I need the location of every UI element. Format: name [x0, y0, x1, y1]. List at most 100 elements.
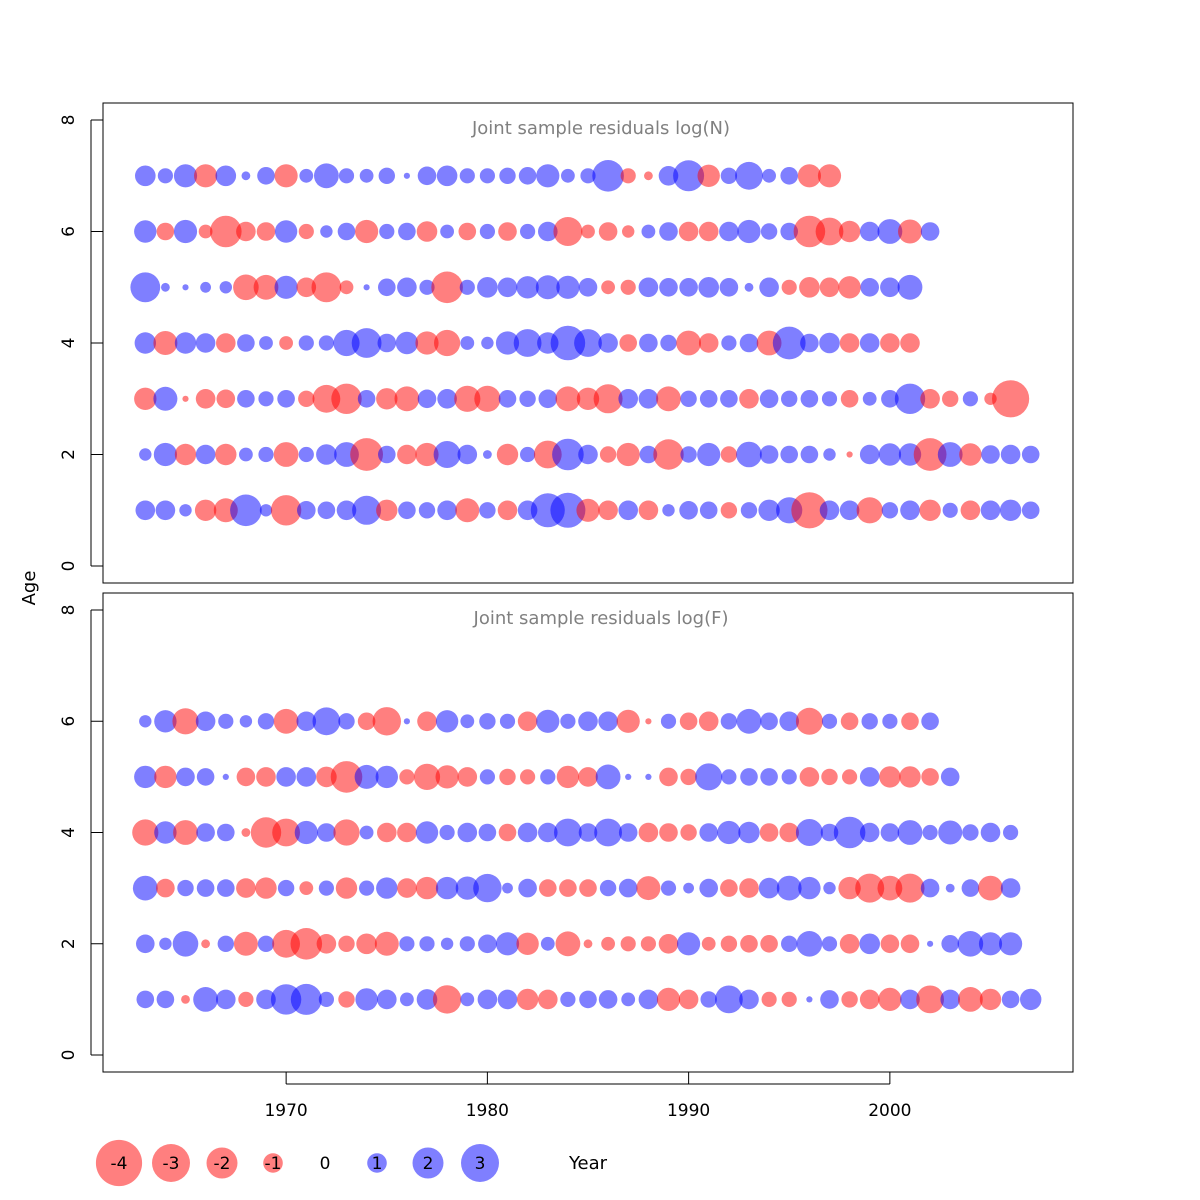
- residual-bubble: [418, 502, 436, 519]
- residual-bubble: [594, 818, 622, 847]
- residual-bubble: [821, 936, 838, 952]
- residual-bubble: [241, 828, 251, 837]
- residual-bubble: [238, 991, 254, 1008]
- residual-bubble: [399, 936, 415, 952]
- residual-bubble: [619, 334, 637, 352]
- residual-bubble: [479, 168, 495, 184]
- residual-bubble: [862, 391, 877, 406]
- residual-bubble: [194, 499, 217, 521]
- legend-label: -3: [163, 1154, 180, 1174]
- legend-bubble: [263, 1153, 283, 1173]
- residual-bubble: [779, 711, 799, 732]
- residual-bubble: [817, 164, 842, 188]
- residual-bubble: [644, 171, 653, 181]
- bubbles-top-panel: [130, 160, 1040, 529]
- residual-bubble: [861, 713, 878, 730]
- residual-bubble: [538, 989, 558, 1010]
- residual-bubble: [274, 220, 298, 243]
- residual-bubble: [860, 278, 879, 297]
- residual-bubble: [659, 823, 678, 842]
- residual-bubble: [417, 389, 437, 409]
- residual-bubble: [518, 167, 537, 185]
- residual-bubble: [256, 989, 276, 1010]
- residual-bubble: [550, 325, 586, 361]
- residual-bubble: [961, 879, 980, 897]
- residual-bubble: [799, 767, 820, 787]
- residual-bubble: [555, 386, 581, 412]
- residual-bubble: [256, 222, 276, 241]
- residual-bubble: [576, 387, 600, 410]
- residual-bubble: [196, 879, 215, 897]
- residual-bubble: [299, 168, 314, 183]
- residual-bubble: [940, 989, 960, 1010]
- residual-bubble: [156, 878, 175, 898]
- residual-bubble: [498, 823, 517, 842]
- residual-bubble: [338, 168, 355, 184]
- residual-bubble: [473, 873, 502, 903]
- residual-bubble: [979, 988, 1002, 1011]
- residual-bubble: [130, 272, 161, 303]
- y-tick-label-top: 0: [59, 561, 79, 572]
- panel-title-top: Joint sample residuals log(N): [471, 118, 730, 139]
- residual-bubble: [297, 501, 316, 520]
- residual-bubble: [913, 438, 947, 471]
- residual-bubble: [920, 222, 940, 241]
- residual-bubble: [1003, 824, 1019, 841]
- residual-bubble: [517, 822, 538, 843]
- residual-bubble: [578, 823, 598, 842]
- residual-bubble: [455, 876, 479, 900]
- residual-bubble: [560, 713, 576, 729]
- residual-bubble: [641, 224, 656, 239]
- residual-bubble: [859, 333, 880, 353]
- residual-bubble: [339, 280, 354, 295]
- residual-bubble: [436, 165, 458, 187]
- residual-bubble: [356, 933, 377, 955]
- residual-bubble: [399, 769, 415, 785]
- residual-bubble: [838, 876, 861, 900]
- residual-bubble: [398, 222, 416, 241]
- residual-bubble: [259, 504, 273, 517]
- residual-bubble: [478, 823, 497, 842]
- residual-bubble: [556, 765, 580, 789]
- residual-bubble: [842, 769, 858, 785]
- residual-bubble: [739, 389, 759, 409]
- residual-bubble: [233, 931, 258, 956]
- residual-bubble: [679, 712, 698, 731]
- residual-bubble: [216, 989, 236, 1010]
- residual-bubble: [720, 713, 738, 730]
- residual-bubble: [697, 164, 720, 187]
- residual-bubble: [270, 495, 302, 526]
- residual-bubble: [216, 389, 236, 409]
- residual-bubble: [900, 333, 920, 353]
- residual-bubble: [658, 166, 679, 186]
- residual-bubble: [999, 932, 1023, 956]
- residual-bubble: [720, 502, 738, 519]
- residual-bubble: [578, 444, 598, 465]
- residual-bubble: [880, 934, 900, 954]
- residual-bubble: [136, 990, 155, 1009]
- residual-bubble: [553, 217, 583, 246]
- residual-bubble: [298, 390, 315, 407]
- residual-bubble: [539, 879, 557, 897]
- residual-bubble: [698, 333, 719, 353]
- residual-bubble: [376, 388, 398, 410]
- residual-bubble: [435, 876, 459, 900]
- residual-bubble: [683, 882, 694, 894]
- residual-bubble: [561, 168, 575, 183]
- residual-bubble: [640, 936, 657, 952]
- residual-bubble: [838, 276, 861, 299]
- residual-bubble: [658, 934, 679, 954]
- residual-bubble: [477, 277, 498, 298]
- residual-bubble: [196, 768, 215, 786]
- residual-bubble: [136, 934, 155, 954]
- residual-bubble: [895, 873, 925, 903]
- residual-bubble: [820, 990, 839, 1009]
- residual-bubble: [978, 932, 1003, 956]
- residual-bubble: [697, 442, 721, 467]
- residual-bubble: [653, 439, 684, 470]
- residual-bubble: [255, 877, 277, 899]
- residual-bubble: [776, 875, 802, 901]
- residual-bubble: [838, 220, 861, 243]
- residual-bubble: [880, 823, 900, 842]
- residual-bubble: [359, 168, 374, 183]
